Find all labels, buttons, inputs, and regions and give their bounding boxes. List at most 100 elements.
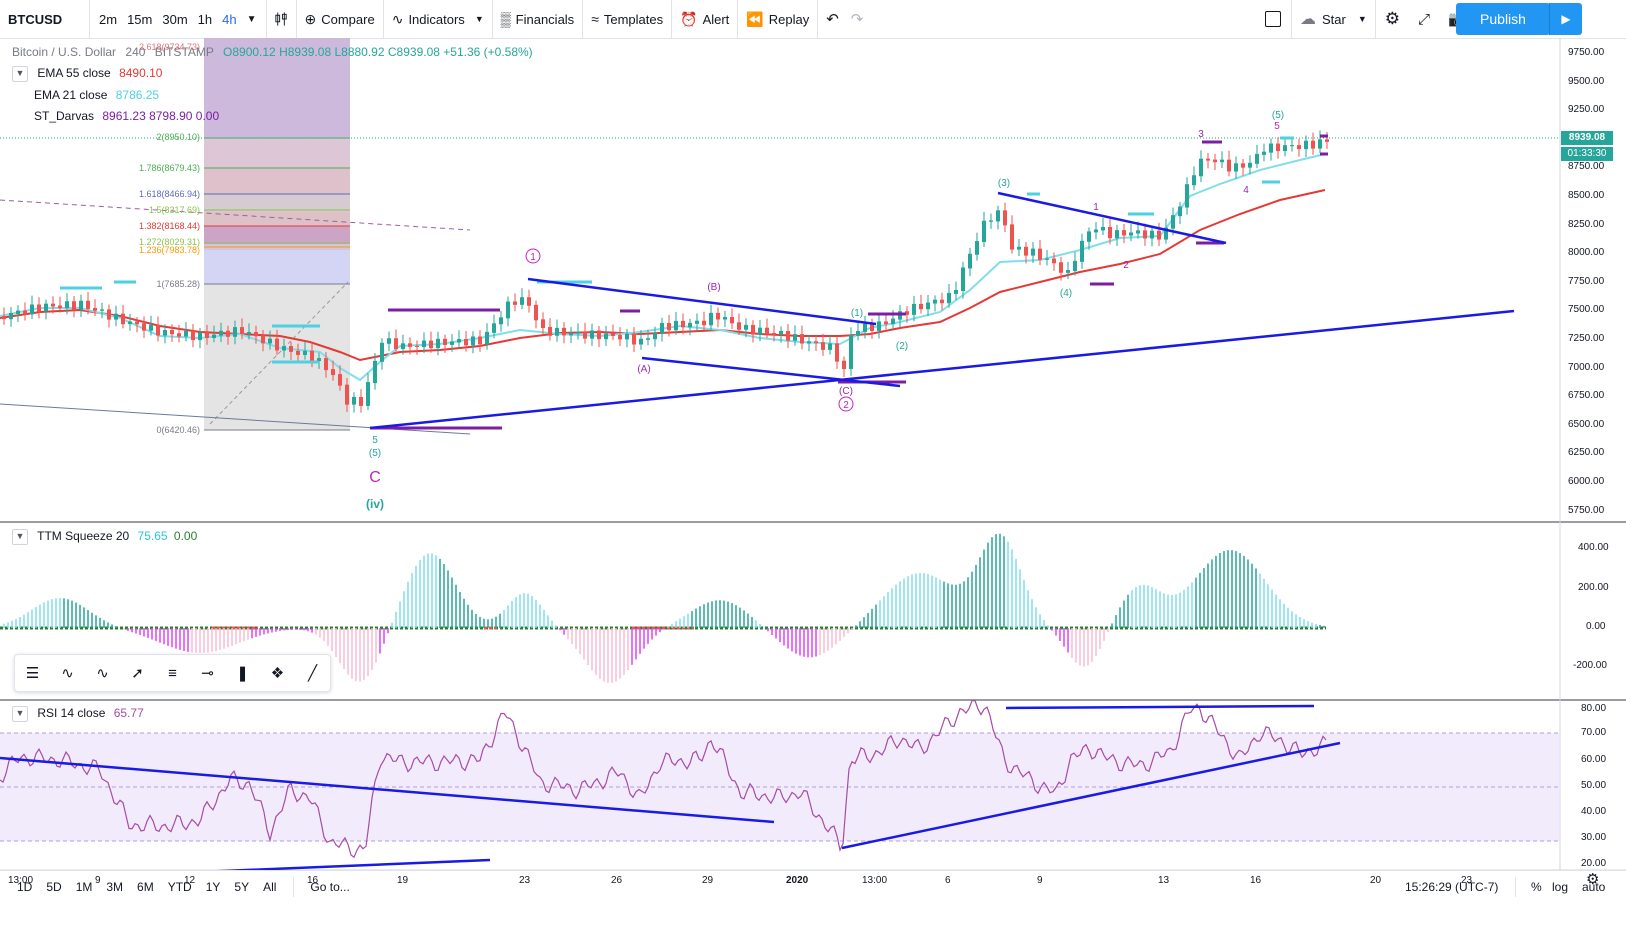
horizontal-ray-icon[interactable]: ⊸: [201, 665, 214, 682]
candle-body: [1115, 230, 1119, 239]
symbol-search[interactable]: BTCUSD: [0, 0, 90, 38]
candle-body: [86, 300, 90, 309]
fullscreen-checkbox-icon[interactable]: [1265, 11, 1281, 27]
percent-toggle[interactable]: %: [1531, 880, 1542, 894]
candle-body: [240, 327, 244, 334]
fib-label: 1.382(8168.44): [139, 221, 200, 231]
interval-4h[interactable]: 4h: [222, 11, 237, 27]
range-5d[interactable]: 5D: [46, 880, 62, 894]
candle-body: [65, 301, 69, 309]
indicators-button[interactable]: ∿ Indicators ▼: [384, 0, 493, 38]
clock-label[interactable]: 15:26:29 (UTC-7): [1405, 880, 1499, 894]
ohlc-low: L8880.92: [334, 45, 385, 59]
ttm-value-1: 75.65: [137, 529, 168, 544]
range-ytd[interactable]: YTD: [167, 880, 192, 894]
compare-button[interactable]: ⊕ Compare: [297, 0, 384, 38]
auto-toggle[interactable]: auto: [1582, 880, 1606, 894]
time-axis[interactable]: 13:00 9 12 16 19 23 26 29 2020 13:00 6 9…: [0, 870, 1560, 890]
wave-label: (5): [369, 448, 381, 459]
price-axis[interactable]: 9750.009500.009250.009000.008750.008500.…: [1566, 38, 1626, 870]
chart-canvas[interactable]: 1 (B) (A) (1) (2) (C) 2 (3) 1 2 (4) 3 4 …: [0, 38, 1626, 870]
candle-body: [135, 321, 139, 325]
darvas-legend[interactable]: ST_Darvas 8961.23 8798.90 0.00: [34, 109, 219, 123]
vertical-lines-icon[interactable]: ❚: [236, 665, 249, 682]
financials-button[interactable]: ▒ Financials: [493, 0, 584, 38]
chevron-down-icon[interactable]: ▼: [246, 13, 257, 25]
candle-body: [814, 341, 818, 344]
pattern-icon[interactable]: ❖: [270, 665, 285, 682]
candle-body: [324, 358, 328, 371]
range-1d[interactable]: 1D: [17, 880, 33, 894]
range-3m[interactable]: 3M: [106, 880, 124, 894]
candle-body: [884, 321, 888, 325]
fib-label: 1.786(8679.43): [139, 163, 200, 173]
undo-icon[interactable]: ↶: [826, 11, 839, 28]
candle-body: [373, 360, 377, 384]
time-tick: 13:00: [862, 875, 888, 886]
redo-icon[interactable]: ↷: [850, 11, 864, 28]
fullscreen-icon[interactable]: ⤢: [1418, 10, 1431, 28]
ema55-legend[interactable]: ▼ EMA 55 close 8490.10: [12, 66, 162, 82]
candle-body: [779, 330, 783, 335]
goto-button[interactable]: Go to...: [310, 880, 350, 894]
rsi-legend[interactable]: ▼ RSI 14 close 65.77: [12, 706, 144, 722]
replay-label: Replay: [768, 11, 810, 27]
interval-1h[interactable]: 1h: [197, 11, 213, 27]
rsi-tick: 20.00: [1581, 858, 1607, 869]
symbol-label: BTCUSD: [8, 11, 63, 27]
ema21-legend[interactable]: EMA 21 close 8786.25: [34, 88, 159, 102]
candle-body: [1073, 260, 1077, 272]
candle-body: [660, 323, 664, 334]
fib-retracement-icon[interactable]: ≡: [168, 664, 177, 682]
time-tick: 6: [945, 875, 951, 886]
collapse-chevron-icon[interactable]: ▼: [12, 706, 28, 722]
publish-button[interactable]: Publish: [1456, 3, 1550, 35]
candle-body: [1255, 153, 1259, 164]
alert-button[interactable]: ⏰ Alert: [672, 0, 739, 38]
chevron-down-icon[interactable]: ▼: [1357, 14, 1367, 24]
templates-icon: ≈: [591, 11, 599, 27]
candle-body: [338, 374, 342, 386]
candle-body: [737, 322, 741, 330]
candle-body: [1045, 258, 1049, 260]
range-1y[interactable]: 1Y: [205, 880, 221, 894]
top-toolbar: BTCUSD 2m 15m 30m 1h 4h ▼ ⊕ Compare ∿ Indi…: [0, 0, 1626, 39]
templates-button[interactable]: ≈ Templates: [583, 0, 673, 38]
wave-label: 5: [1274, 121, 1280, 132]
exchange-label: BITSTAMP: [154, 45, 214, 59]
horizontal-lines-icon[interactable]: ☰: [25, 665, 40, 682]
interval-2m[interactable]: 2m: [99, 11, 118, 27]
candle-body: [1220, 159, 1224, 163]
range-5y[interactable]: 5Y: [234, 880, 250, 894]
range-1m[interactable]: 1M: [75, 880, 93, 894]
abc-pattern-icon[interactable]: ∿: [61, 665, 74, 682]
range-all[interactable]: All: [263, 880, 277, 894]
replay-button[interactable]: ⏪ Replay: [738, 0, 819, 38]
gear-icon[interactable]: ⚙: [1384, 9, 1401, 28]
interval-15m[interactable]: 15m: [127, 11, 153, 27]
gear-icon[interactable]: ⚙: [1586, 871, 1600, 888]
candle-body: [604, 333, 608, 340]
elliott-wave-icon[interactable]: ∿: [96, 665, 109, 682]
fib-label: 1(7685.28): [156, 279, 200, 289]
collapse-chevron-icon[interactable]: ▼: [12, 66, 28, 82]
collapse-chevron-icon[interactable]: ▼: [12, 529, 28, 545]
candle-body: [576, 331, 580, 334]
candle-body: [93, 307, 97, 311]
candle-body: [359, 396, 363, 406]
candles-icon[interactable]: [267, 0, 297, 38]
log-toggle[interactable]: log: [1552, 880, 1569, 894]
candle-body: [394, 338, 398, 350]
chevron-down-icon[interactable]: ▼: [474, 14, 484, 24]
trend-line-icon[interactable]: ╱: [307, 665, 318, 682]
candle-body: [51, 303, 55, 307]
range-6m[interactable]: 6M: [137, 880, 154, 894]
play-icon[interactable]: ▶: [1549, 3, 1582, 35]
candle-body: [275, 338, 279, 351]
ray-icon[interactable]: ➚: [131, 665, 144, 682]
interval-30m[interactable]: 30m: [162, 11, 188, 27]
fib-label: 1.5(8317.69): [149, 205, 200, 215]
ttm-legend[interactable]: ▼ TTM Squeeze 20 75.65 0.00: [12, 529, 197, 545]
candle-body: [1059, 262, 1063, 273]
star-button[interactable]: ☁ Star ▼: [1292, 9, 1375, 29]
